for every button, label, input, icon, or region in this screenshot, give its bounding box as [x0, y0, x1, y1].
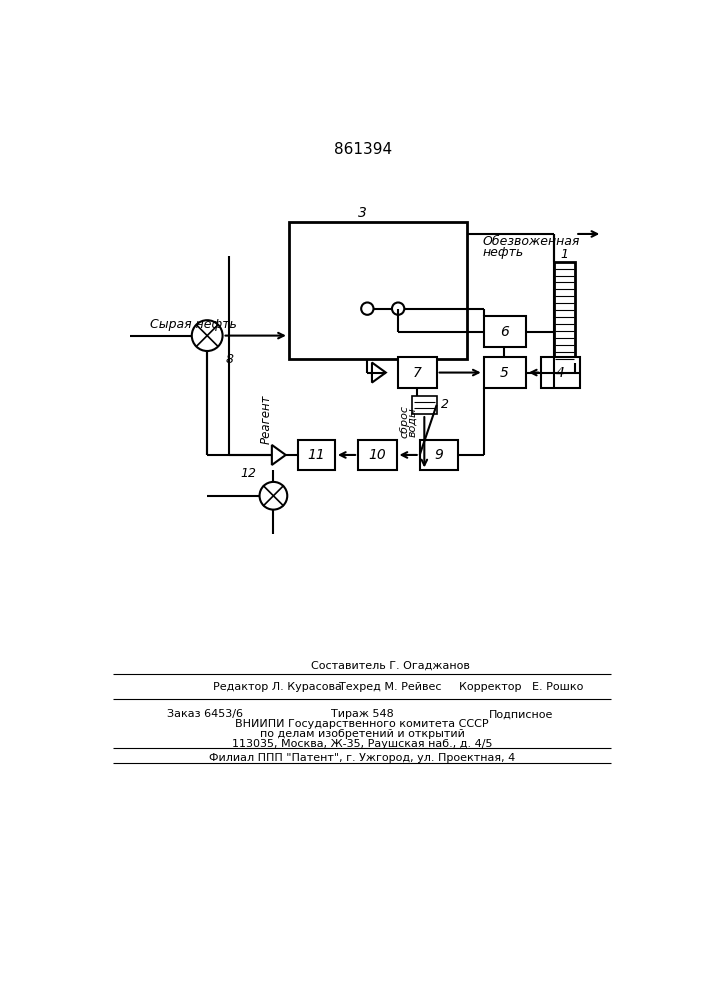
Circle shape [361, 302, 373, 315]
Bar [542, 357, 580, 388]
Text: по делам изобретений и открытий: по делам изобретений и открытий [259, 729, 464, 739]
Text: Корректор   Е. Рошко: Корректор Е. Рошко [459, 682, 583, 692]
Text: воды: воды [407, 407, 417, 437]
Text: Тираж 548: Тираж 548 [331, 709, 393, 719]
Bar [554, 262, 575, 363]
Text: 5: 5 [500, 366, 509, 380]
Text: 8: 8 [226, 353, 233, 366]
Text: 9: 9 [435, 448, 443, 462]
Text: 3: 3 [358, 206, 366, 220]
Text: 11: 11 [308, 448, 325, 462]
Circle shape [392, 302, 404, 315]
Circle shape [192, 320, 223, 351]
Text: Обезвоженная: Обезвоженная [482, 235, 580, 248]
Bar [358, 440, 397, 470]
Bar [484, 357, 526, 388]
Text: Редактор Л. Курасова: Редактор Л. Курасова [214, 682, 342, 692]
Text: 4: 4 [556, 366, 565, 380]
Text: Филиал ППП "Патент", г. Ужгород, ул. Проектная, 4: Филиал ППП "Патент", г. Ужгород, ул. Про… [209, 753, 515, 763]
Text: 1: 1 [561, 248, 568, 261]
Text: 861394: 861394 [334, 142, 392, 157]
Text: Заказ 6453/6: Заказ 6453/6 [167, 709, 243, 719]
Text: Подписное: Подписное [489, 709, 554, 719]
Text: 12: 12 [240, 467, 257, 480]
Text: 113035, Москва, Ж-35, Раушская наб., д. 4/5: 113035, Москва, Ж-35, Раушская наб., д. … [232, 739, 492, 749]
Bar [398, 357, 437, 388]
Circle shape [259, 482, 287, 510]
Text: 2: 2 [440, 398, 448, 411]
Text: Составитель Г. Огаджанов: Составитель Г. Огаджанов [311, 660, 470, 670]
Text: Сырая нефть: Сырая нефть [150, 318, 237, 331]
Text: Реагент: Реагент [259, 394, 272, 444]
Bar [298, 440, 335, 470]
Bar [420, 440, 458, 470]
Text: 7: 7 [413, 366, 422, 380]
Text: нефть: нефть [482, 246, 523, 259]
Text: 6: 6 [500, 325, 509, 339]
Bar [484, 316, 526, 347]
Bar [288, 222, 467, 359]
Text: Техред М. Рейвес: Техред М. Рейвес [339, 682, 442, 692]
Bar [412, 396, 437, 414]
Text: сброс: сброс [399, 405, 409, 438]
Text: ВНИИПИ Государственного комитета СССР: ВНИИПИ Государственного комитета СССР [235, 719, 489, 729]
Text: 10: 10 [368, 448, 386, 462]
